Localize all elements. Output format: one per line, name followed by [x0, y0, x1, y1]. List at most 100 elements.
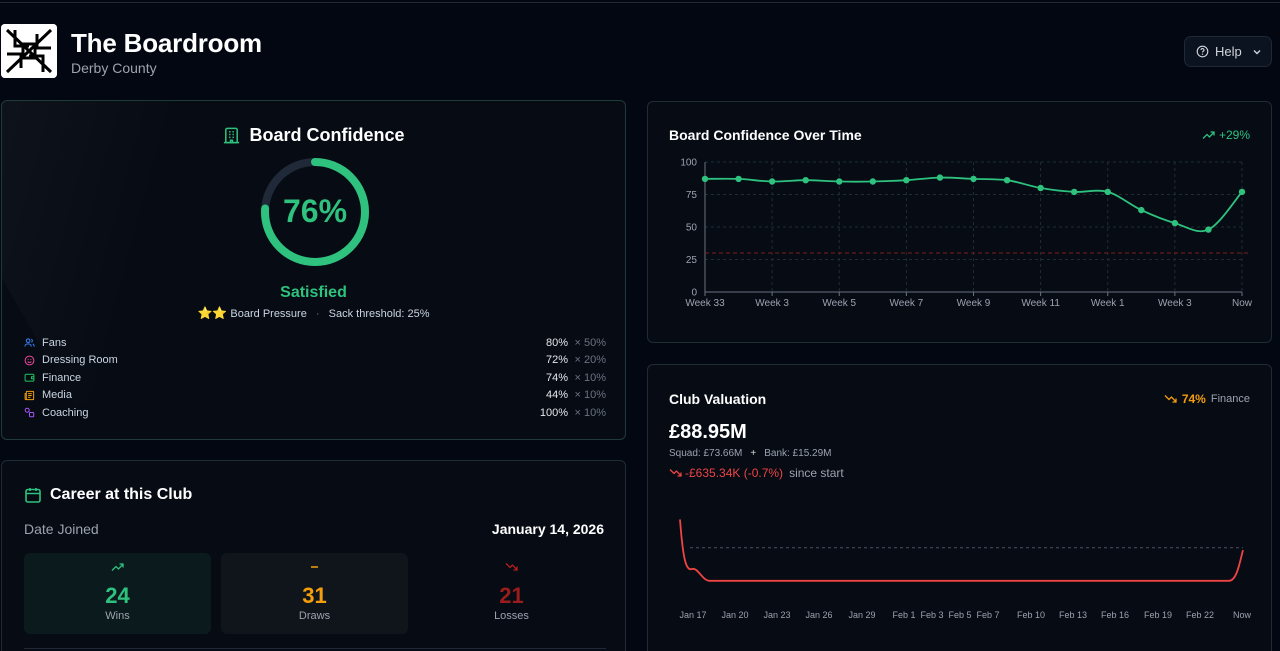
- valuation-title: Club Valuation: [669, 391, 767, 407]
- x-tick-label: Week 3: [755, 298, 789, 309]
- x-tick-label: Feb 16: [1101, 610, 1129, 620]
- factor-name: Coaching: [42, 406, 89, 419]
- factor-weight: × 20%: [574, 354, 607, 367]
- plus-sign: +: [750, 448, 757, 459]
- x-tick-label: Week 5: [822, 298, 856, 309]
- factor-weight: × 10%: [574, 389, 607, 402]
- pressure-stars: ⭐⭐: [197, 306, 228, 320]
- x-tick-label: Week 11: [1021, 298, 1060, 309]
- draws-label: Draws: [298, 610, 331, 622]
- y-tick-label: 75: [686, 190, 698, 201]
- factor-pct: 72%: [545, 354, 568, 367]
- chevron-down-icon: [1253, 49, 1261, 54]
- career-title: Career at this Club: [50, 486, 193, 503]
- x-tick-label: Feb 13: [1059, 610, 1087, 620]
- x-tick-label: Jan 20: [721, 610, 748, 620]
- date-joined-value: January 14, 2026: [491, 521, 604, 537]
- factor-row-media: Media 44% × 10%: [24, 387, 606, 405]
- wins-label: Wins: [105, 610, 130, 622]
- x-tick-label: Feb 19: [1144, 610, 1172, 620]
- club-logo: [1, 24, 57, 78]
- data-point: [735, 175, 742, 183]
- confidence-factors: Fans 80% × 50% Dressing Room 72% × 20% F…: [24, 334, 606, 422]
- pressure-label: Board Pressure: [230, 308, 307, 320]
- x-tick-label: Feb 5: [948, 610, 971, 620]
- club-valuation-card: Club Valuation 74% Finance £88.95M Squad…: [647, 364, 1272, 651]
- confidence-chart-card: Board Confidence Over Time +29% 0 25 50 75 1…: [647, 101, 1272, 343]
- data-point: [970, 175, 977, 183]
- factor-weight: × 10%: [574, 406, 607, 419]
- x-tick-label: Feb 1: [892, 610, 915, 620]
- change-value: -£635.34K (-0.7%): [685, 466, 784, 480]
- x-tick-label: Feb 7: [976, 610, 999, 620]
- confidence-percent: 76%: [282, 193, 348, 229]
- losses-value: 21: [499, 583, 524, 608]
- data-point: [1003, 177, 1011, 184]
- valuation-line-chart: Jan 17 Jan 20 Jan 23 Jan 26 Jan 29 Feb 1 Feb 3…: [679, 519, 1251, 620]
- wins-stat: 24 Wins: [24, 553, 211, 634]
- x-tick-label: Week 7: [890, 298, 924, 309]
- y-tick-label: 100: [680, 158, 697, 169]
- factor-name: Fans: [42, 336, 67, 349]
- squad-value: Squad: £73.66M: [669, 448, 743, 459]
- wins-value: 24: [105, 583, 130, 608]
- factor-pct: 44%: [545, 389, 568, 402]
- top-divider: [0, 0, 1280, 3]
- data-point: [1205, 226, 1212, 233]
- valuation-split: Squad: £73.66M + Bank: £15.29M: [669, 448, 832, 459]
- data-point: [1104, 188, 1111, 196]
- building-icon: [224, 127, 240, 144]
- x-tick-label: Feb 22: [1186, 610, 1214, 620]
- factor-pct: 100%: [539, 406, 568, 419]
- x-tick-label: Now: [1232, 298, 1253, 309]
- data-point: [1171, 219, 1179, 227]
- factor-row-coaching: Coaching 100% × 10%: [24, 404, 606, 422]
- data-point: [1138, 206, 1145, 214]
- factor-name: Finance: [42, 371, 82, 384]
- factor-row-dressing-room: Dressing Room 72% × 20%: [24, 352, 606, 370]
- y-tick-label: 0: [691, 288, 697, 299]
- x-tick-label: Feb 3: [920, 610, 943, 620]
- finance-indicator: 74% Finance: [1164, 392, 1250, 406]
- factor-pct: 80%: [545, 336, 568, 349]
- draws-value: 31: [302, 583, 327, 608]
- factor-row-finance: Finance 74% × 10%: [24, 369, 606, 387]
- data-point: [1037, 184, 1044, 192]
- factor-row-fans: Fans 80% × 50%: [24, 334, 606, 352]
- x-tick-label: Feb 10: [1017, 610, 1045, 620]
- factor-name: Dressing Room: [42, 354, 118, 367]
- valuation-change: -£635.34K (-0.7%) since start: [669, 466, 844, 480]
- board-confidence-card: Board Confidence 76% Satisfied ⭐⭐ Board …: [1, 100, 626, 440]
- trend-down-icon: [669, 469, 682, 477]
- finance-label: Finance: [1210, 393, 1250, 405]
- change-since: since start: [789, 466, 844, 480]
- x-tick-label: Week 9: [957, 298, 991, 309]
- data-point: [802, 177, 809, 184]
- page-title: The Boardroom: [71, 28, 262, 58]
- x-tick-label: Week 1: [1091, 298, 1125, 309]
- data-point: [768, 178, 776, 185]
- sack-threshold: Sack threshold: 25%: [328, 308, 430, 320]
- data-point: [903, 177, 910, 184]
- confidence-line-chart: 0 25 50 75 100 Week 33 Week 3 Week 5 Week 7 Week …: [680, 158, 1253, 310]
- board-pressure-row: ⭐⭐ Board Pressure · Sack threshold: 25%: [2, 306, 625, 320]
- data-point: [1070, 188, 1078, 196]
- y-tick-label: 50: [686, 223, 698, 234]
- x-tick-label: Jan 23: [763, 610, 790, 620]
- confidence-status: Satisfied: [280, 284, 347, 301]
- bank-value: Bank: £15.29M: [764, 448, 832, 459]
- help-button[interactable]: Help: [1184, 36, 1272, 67]
- data-point: [701, 175, 709, 183]
- data-point: [836, 178, 843, 185]
- x-tick-label: Jan 17: [679, 610, 706, 620]
- trend-down-icon: [1164, 395, 1177, 403]
- separator-dot: ·: [315, 308, 320, 320]
- wallet-icon: [24, 372, 35, 383]
- draws-stat: 31 Draws: [221, 553, 408, 634]
- chart-trend: +29%: [1202, 128, 1250, 142]
- trend-up-icon: [1202, 131, 1215, 139]
- valuation-series-line: [679, 519, 1244, 582]
- confidence-gauge: [261, 158, 369, 266]
- x-tick-label: Week 33: [685, 298, 725, 309]
- data-point: [869, 178, 877, 185]
